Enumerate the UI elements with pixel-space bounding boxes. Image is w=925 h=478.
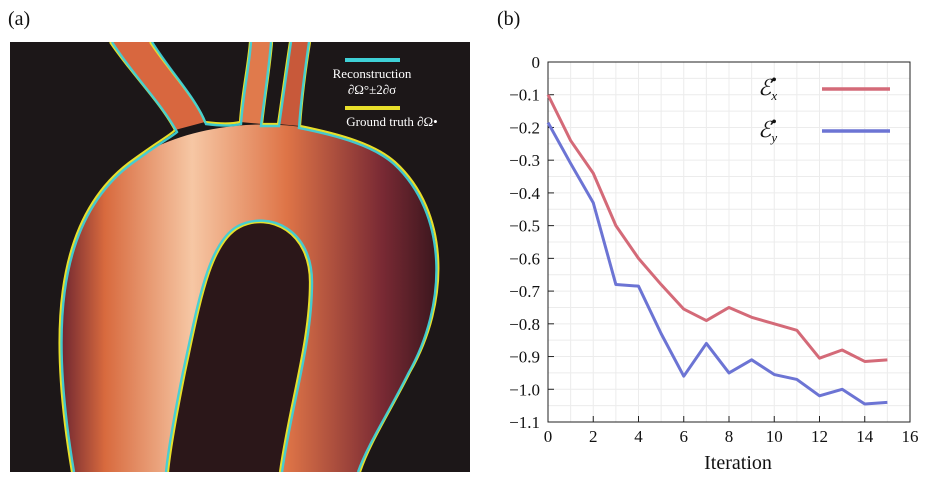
- y-tick-label: −1.1: [509, 413, 540, 432]
- x-tick-label: 12: [811, 427, 828, 446]
- x-tick-label: 4: [634, 427, 643, 446]
- branch-vessel-1: [110, 42, 205, 130]
- legend-reconstruction-label-line2: ∂Ω°±2∂σ: [348, 82, 396, 97]
- inner-cavity: [168, 222, 310, 472]
- panel-label-b: (b): [497, 8, 521, 30]
- x-tick-label: 6: [680, 427, 689, 446]
- x-tick-label: 0: [544, 427, 553, 446]
- x-tick-label: 14: [856, 427, 874, 446]
- y-tick-label: −0.5: [509, 217, 540, 236]
- x-tick-label: 16: [902, 427, 919, 446]
- legend-reconstruction-label: Reconstruction: [333, 66, 412, 81]
- legend-ground-truth-label: Ground truth ∂Ω•: [346, 114, 437, 129]
- panel-label-a: (a): [8, 8, 31, 30]
- ground-truth-inner-outline: [166, 221, 312, 472]
- y-tick-label: −0.8: [509, 315, 540, 334]
- y-tick-label: −0.6: [509, 249, 540, 268]
- aorta-arch: [59, 124, 439, 472]
- y-tick-label: −0.3: [509, 151, 540, 170]
- reconstruction-inner-outline: [164, 219, 314, 472]
- y-tick-label: −0.4: [509, 184, 540, 203]
- series-line-x: [546, 94, 888, 363]
- chart-grid: [547, 61, 911, 423]
- x-tick-label: 8: [725, 427, 734, 446]
- series-line-y: [546, 121, 888, 406]
- y-tick-label: −1.0: [509, 380, 540, 399]
- chart-legend: ℰx• ℰy•: [758, 72, 890, 145]
- legend-label-x: ℰx•: [758, 72, 777, 103]
- y-tick-label: 0: [532, 53, 541, 72]
- y-tick-label: −0.1: [509, 86, 540, 105]
- chart-series: [546, 94, 888, 406]
- aorta-field-image: Reconstruction ∂Ω°±2∂σ Ground truth ∂Ω•: [10, 42, 470, 472]
- chart-ticks: 0 −0.1 −0.2 −0.3 −0.4 −0.5 −0.6 −0.7 −0.8 −0.9 −1.…: [509, 53, 918, 446]
- y-tick-label: −0.7: [509, 282, 540, 301]
- y-tick-label: −0.9: [509, 348, 540, 367]
- ground-truth-outline: [58, 42, 440, 472]
- x-axis-label: Iteration: [704, 452, 772, 472]
- error-line-chart: 0 −0.1 −0.2 −0.3 −0.4 −0.5 −0.6 −0.7 −0.8 −0.9 −1.…: [509, 53, 918, 472]
- x-tick-label: 2: [589, 427, 598, 446]
- legend-label-y: ℰy•: [758, 114, 777, 145]
- y-tick-label: −0.2: [509, 118, 540, 137]
- x-tick-label: 10: [766, 427, 783, 446]
- reconstruction-outline: [60, 42, 438, 472]
- branch-vessel-3: [278, 42, 310, 126]
